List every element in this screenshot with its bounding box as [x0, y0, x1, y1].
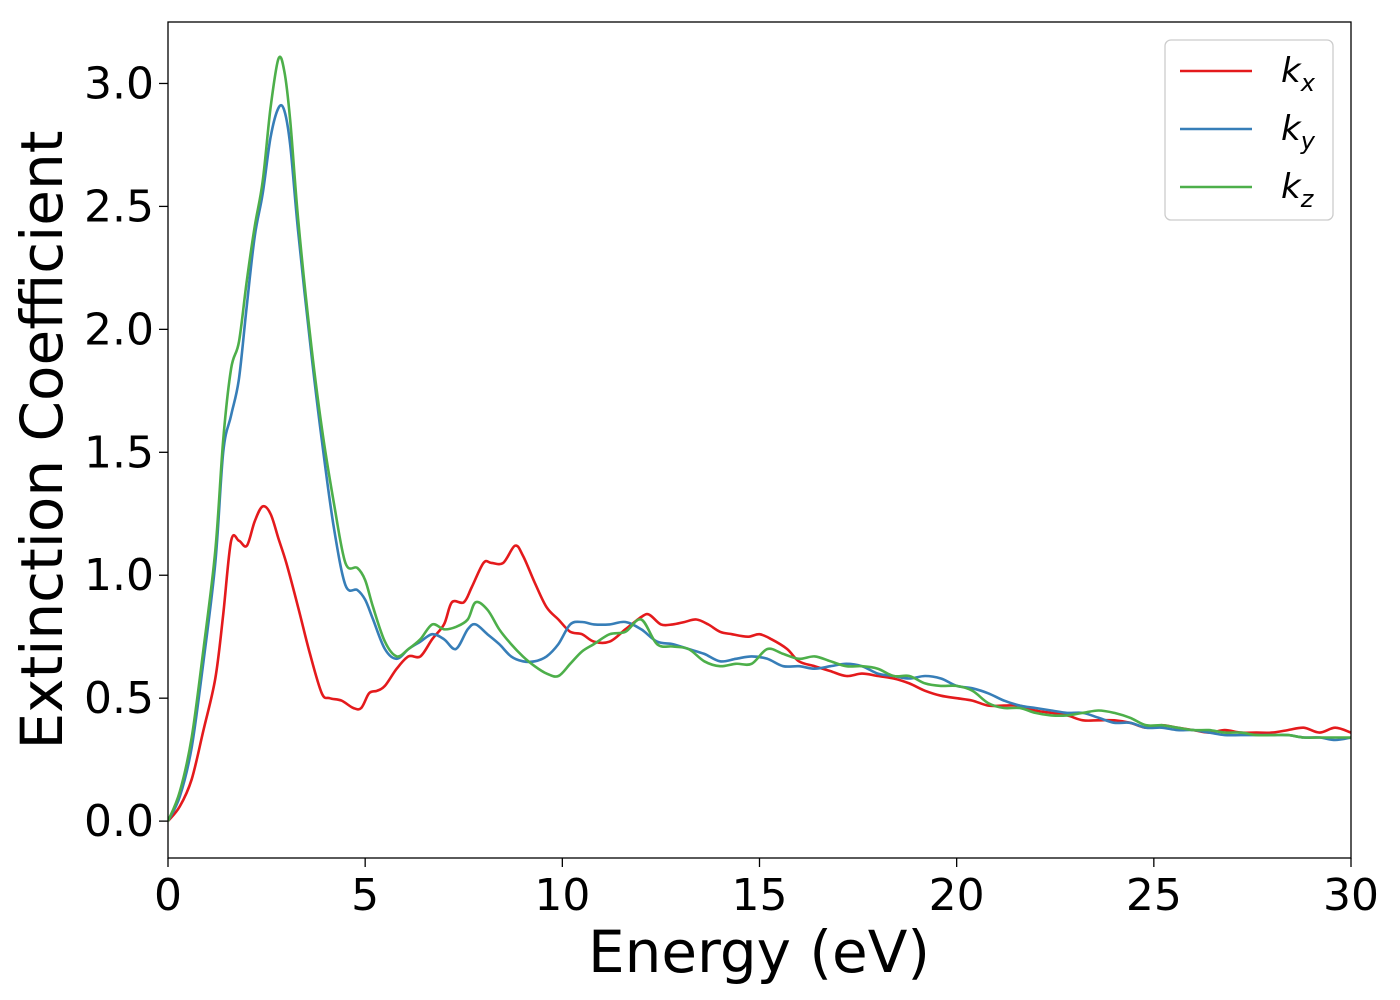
x-tick-label: 0 [154, 870, 182, 921]
y-tick-label: 1.0 [84, 550, 154, 601]
y-tick-label: 2.0 [84, 304, 154, 355]
y-axis-ticks: 0.0 0.5 1.0 1.5 2.0 2.5 3.0 [84, 58, 168, 847]
legend: kx ky kz [1164, 39, 1334, 221]
legend-label-y: ky [1281, 109, 1316, 155]
series-line-y [168, 103, 1351, 822]
x-tick-label: 5 [351, 870, 379, 921]
y-tick-label: 0.5 [84, 673, 154, 724]
x-tick-label: 10 [534, 870, 590, 921]
legend-label-x: kx [1281, 51, 1316, 97]
y-tick-label: 1.5 [84, 427, 154, 478]
y-axis-label: Extinction Coefficient [8, 131, 76, 750]
y-tick-label: 3.0 [84, 58, 154, 109]
x-axis-ticks: 0 5 10 15 20 25 30 [154, 858, 1379, 921]
series-line-z [168, 55, 1351, 822]
series-line-x [168, 504, 1351, 822]
plot-lines [168, 55, 1351, 822]
x-tick-label: 20 [929, 870, 985, 921]
legend-label-z: kz [1281, 167, 1315, 213]
x-tick-label: 15 [732, 870, 788, 921]
x-tick-label: 30 [1323, 870, 1379, 921]
y-tick-label: 2.5 [84, 181, 154, 232]
y-tick-label: 0.0 [84, 796, 154, 847]
x-axis-label: Energy (eV) [588, 918, 930, 986]
x-tick-label: 25 [1126, 870, 1182, 921]
